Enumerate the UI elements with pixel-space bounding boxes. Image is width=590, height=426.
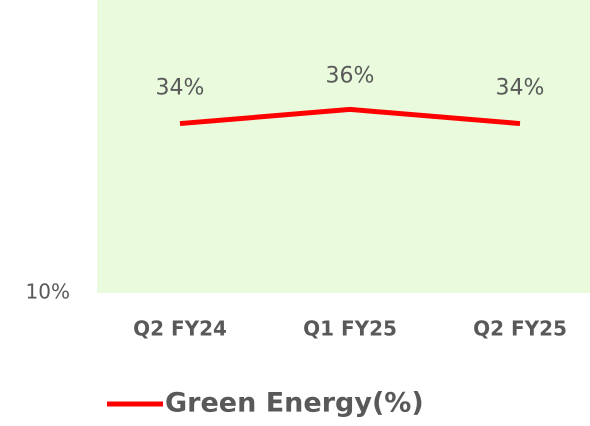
x-tick-label: Q1 FY25 xyxy=(303,317,397,341)
line xyxy=(179,106,521,127)
data-label: 36% xyxy=(326,63,375,88)
legend-label: Green Energy(%) xyxy=(165,388,424,419)
y-tick-label: 10% xyxy=(26,280,70,304)
data-label: 34% xyxy=(156,76,205,101)
x-tick-label: Q2 FY25 xyxy=(473,317,567,341)
plot-area xyxy=(97,0,590,293)
x-tick-label: Q2 FY24 xyxy=(133,317,227,341)
data-label: 34% xyxy=(496,76,545,101)
